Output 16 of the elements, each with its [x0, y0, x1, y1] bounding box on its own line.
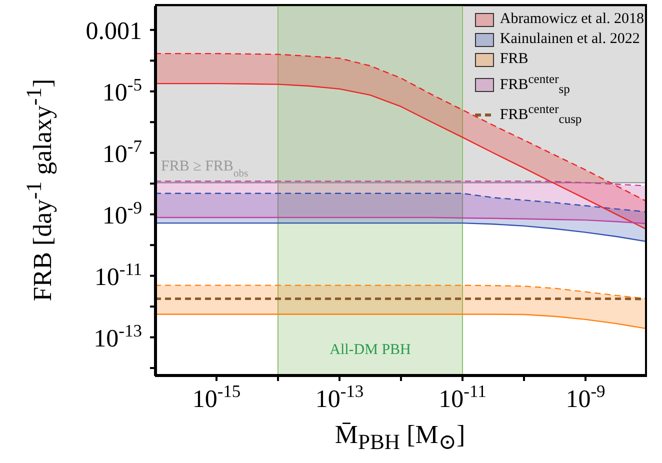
y-tick-label: 10$^{-13}$ [94, 320, 142, 352]
band-label: All-DM PBH [330, 342, 412, 358]
x-tick-label: 10$^{-11}$ [438, 381, 486, 413]
x-tick-label: 10$^{-15}$ [192, 381, 241, 413]
y-tick-label: 10$^{-9}$ [102, 197, 142, 230]
y-tick-label: 10$^{-7}$ [102, 136, 142, 168]
x-axis-title: M̄$_{PBH}$ [M$_{⊙}$] [334, 420, 466, 456]
y-tick-label: 0.001 [86, 18, 142, 45]
band-label: FRB ≥ FRB$_{obs}$ [161, 158, 248, 180]
legend-label: Kainulainen et al. 2022 [500, 30, 640, 49]
legend-label: Abramowicz et al. 2018 [500, 10, 644, 29]
legend-label: FRB [500, 50, 528, 69]
x-tick-label: 10$^{-13}$ [315, 381, 364, 413]
y-tick-label: 10$^{-11}$ [94, 258, 142, 291]
y-tick-label: 10$^{-5}$ [102, 74, 142, 106]
x-tick-label: 10$^{-9}$ [566, 381, 606, 413]
